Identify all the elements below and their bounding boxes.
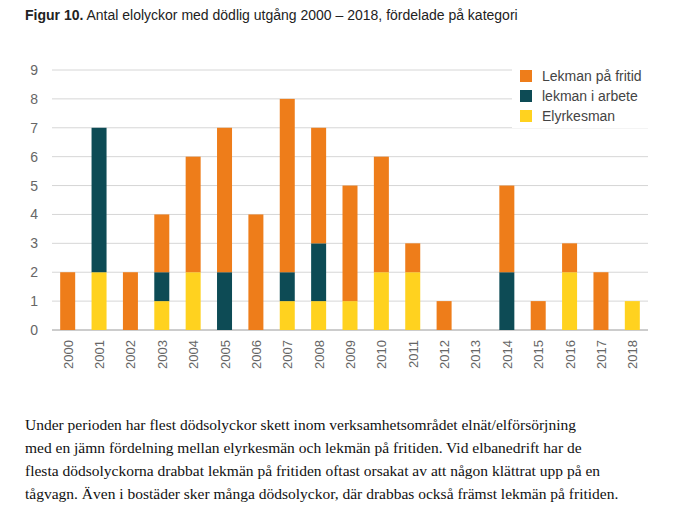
x-tick-label: 2005 [218, 340, 233, 369]
y-tick-label: 2 [30, 264, 38, 280]
y-tick-label: 4 [30, 206, 38, 222]
bar-segment [499, 186, 514, 273]
grid-line [52, 156, 648, 157]
bar-segment [280, 272, 295, 301]
bar-segment [625, 301, 640, 302]
bar-segment [593, 272, 608, 330]
bar-segment [405, 243, 420, 272]
x-tick-label: 2018 [625, 340, 640, 369]
y-tick-label: 0 [30, 322, 38, 338]
bar-segment [374, 272, 389, 330]
x-tick-label: 2014 [500, 340, 515, 369]
bar-segment [248, 214, 263, 330]
x-tick-label: 2012 [437, 340, 452, 369]
x-tick-label: 2008 [312, 340, 327, 369]
y-tick-label: 8 [30, 91, 38, 107]
bar-segment [186, 272, 201, 330]
y-tick-label: 5 [30, 178, 38, 194]
bar-segment [531, 301, 546, 330]
x-tick-label: 2016 [563, 340, 578, 369]
y-tick-label: 1 [30, 293, 38, 309]
bar-segment [154, 301, 169, 330]
bar-segment [92, 272, 107, 330]
title-rest: Antal elolyckor med dödlig utgång 2000 –… [83, 7, 517, 23]
legend-swatch [520, 90, 532, 102]
bar-segment [154, 272, 169, 301]
bar-segment [343, 186, 358, 302]
bar-segment [311, 128, 326, 244]
bar-segment [468, 330, 483, 331]
grid [52, 70, 648, 330]
y-tick-label: 7 [30, 120, 38, 136]
x-tick-label: 2000 [61, 340, 76, 369]
chart: Figur 10. Antal elolyckor med dödlig utg… [0, 0, 700, 531]
bar-segment [280, 99, 295, 272]
bar-segment [625, 301, 640, 330]
x-tick-label: 2013 [468, 340, 483, 369]
bar-segment [562, 272, 577, 330]
bar-segment [186, 157, 201, 273]
x-tick-label: 2002 [123, 340, 138, 369]
caption-line: tågvagn. Även i bostäder sker många döds… [25, 485, 618, 502]
bar-segment [123, 272, 138, 330]
bar-segment [92, 127, 107, 128]
x-tick-label: 2017 [594, 340, 609, 369]
bar-segment [405, 272, 420, 330]
caption-line: Under perioden har flest dödsolyckor ske… [25, 416, 576, 433]
bar-segment [468, 330, 483, 331]
legend-label: lekman i arbete [542, 88, 638, 104]
legend-bg [512, 62, 652, 128]
x-tick-label: 2003 [155, 340, 170, 369]
x-tick-label: 2011 [406, 340, 421, 368]
bar-segment [343, 301, 358, 330]
bar-segment [217, 272, 232, 330]
bar-segment [311, 301, 326, 330]
x-tick-label: 2007 [280, 340, 295, 369]
x-tick-label: 2015 [531, 340, 546, 369]
bars [60, 99, 640, 330]
bar-segment [625, 301, 640, 302]
caption-line: med en jämn fördelning mellan elyrkesmän… [25, 439, 582, 456]
x-tick-label: 2006 [249, 340, 264, 369]
bar-segment [92, 128, 107, 272]
x-tick-label: 2009 [343, 340, 358, 369]
bar-segment [280, 301, 295, 330]
legend: Lekman på fritid lekman i arbete Elyrkesma… [512, 62, 652, 128]
bar-segment [60, 272, 75, 330]
y-tick-label: 6 [30, 149, 38, 165]
bar-segment [374, 157, 389, 273]
caption-line: flesta dödsolyckorna drabbat lekmän på f… [25, 462, 600, 479]
y-tick-label: 9 [30, 62, 38, 78]
legend-swatch [520, 70, 532, 82]
legend-label: Elyrkesman [542, 108, 615, 124]
legend-label: Lekman på fritid [542, 68, 642, 84]
bar-segment [154, 214, 169, 272]
bar-segment [468, 330, 483, 331]
x-tick-label: 2004 [186, 340, 201, 369]
legend-swatch [520, 110, 532, 122]
bar-segment [437, 301, 452, 330]
bar-segment [311, 243, 326, 301]
bar-segment [217, 128, 232, 272]
title-bold: Figur 10. [25, 7, 83, 23]
bar-segment [499, 272, 514, 330]
bar-segment [562, 243, 577, 272]
title: Figur 10. Antal elolyckor med dödlig utg… [25, 7, 518, 23]
x-tick-label: 2001 [92, 340, 107, 369]
y-tick-label: 3 [30, 235, 38, 251]
x-tick-label: 2010 [374, 340, 389, 369]
